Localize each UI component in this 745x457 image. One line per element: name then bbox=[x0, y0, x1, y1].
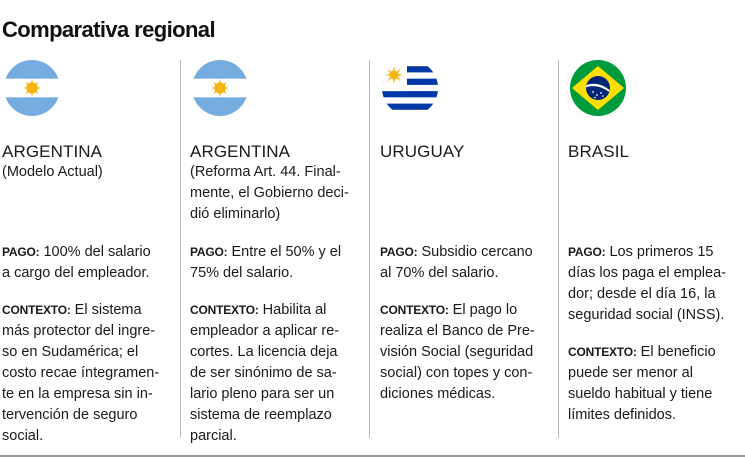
contexto-text: CONTEXTO: El pago lo realiza el Banco de… bbox=[380, 302, 535, 402]
argentina-flag-icon bbox=[4, 60, 60, 116]
pago-text: PAGO: Entre el 50% y el 75% del salario. bbox=[190, 244, 342, 281]
column-uruguay: URUGUAY PAGO: Subsidio cercano al 70% de… bbox=[380, 60, 558, 402]
country-name: URUGUAY bbox=[380, 142, 465, 161]
column-divider bbox=[558, 60, 559, 438]
column-argentina-actual: ARGENTINA (Modelo Actual) PAGO: 100% del… bbox=[2, 60, 180, 444]
pago-label: PAGO: bbox=[568, 245, 606, 259]
contexto-text: CONTEXTO: Habilita al empleador a aplica… bbox=[190, 302, 340, 444]
argentina-flag-icon bbox=[192, 60, 248, 116]
contexto-label: CONTEXTO: bbox=[380, 303, 449, 317]
country-name: BRASIL bbox=[568, 142, 630, 161]
pago-text: PAGO: Subsidio cercano al 70% del salari… bbox=[380, 244, 533, 281]
column-brasil: BRASIL PAGO: Los primeros 15 días los pa… bbox=[568, 60, 745, 423]
column-argentina-reforma: ARGENTINA (Reforma Art. 44. Final- mente… bbox=[190, 60, 368, 444]
brazil-flag-icon bbox=[570, 60, 626, 116]
page-title: Comparativa regional bbox=[2, 17, 216, 42]
contexto-label: CONTEXTO: bbox=[190, 303, 259, 317]
column-divider bbox=[180, 60, 181, 438]
pago-text: PAGO: 100% del salario a cargo del emple… bbox=[2, 244, 151, 281]
country-name: ARGENTINA bbox=[2, 142, 103, 161]
contexto-text: CONTEXTO: El beneficio puede ser menor a… bbox=[568, 344, 716, 423]
pago-label: PAGO: bbox=[2, 245, 40, 259]
pago-label: PAGO: bbox=[380, 245, 418, 259]
bottom-rule bbox=[0, 455, 745, 457]
contexto-label: CONTEXTO: bbox=[2, 303, 71, 317]
uruguay-flag-icon bbox=[382, 60, 438, 116]
country-subtitle: (Reforma Art. 44. Final- mente, el Gobie… bbox=[190, 164, 349, 222]
contexto-text: CONTEXTO: El sistema más protector del i… bbox=[2, 302, 160, 444]
country-name: ARGENTINA bbox=[190, 142, 291, 161]
column-divider bbox=[369, 60, 370, 438]
pago-text: PAGO: Los primeros 15 días los paga el e… bbox=[568, 244, 726, 323]
country-subtitle: (Modelo Actual) bbox=[2, 164, 103, 180]
contexto-label: CONTEXTO: bbox=[568, 345, 637, 359]
pago-label: PAGO: bbox=[190, 245, 228, 259]
